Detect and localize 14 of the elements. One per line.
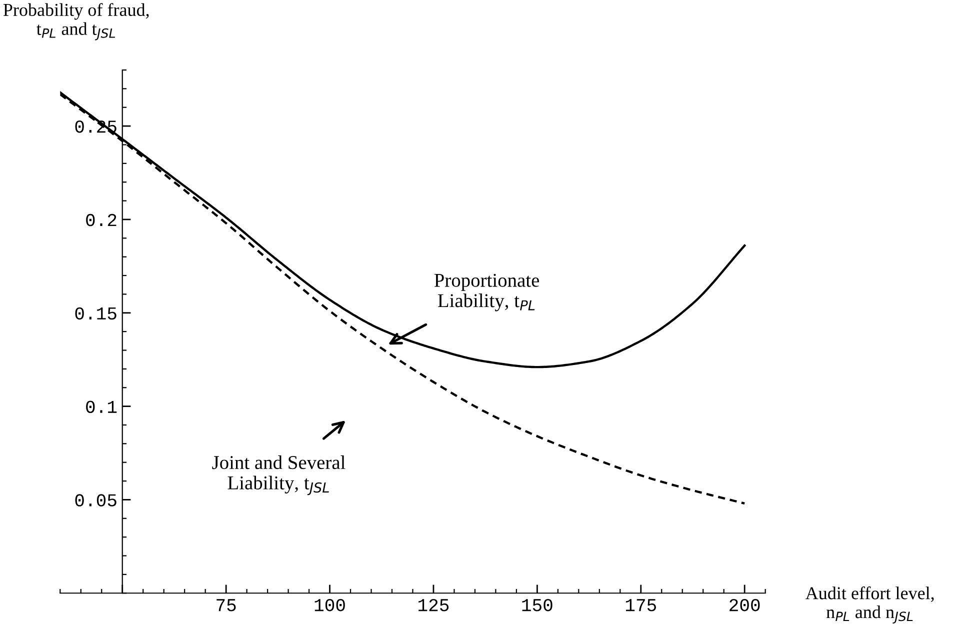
annotation: Proportionate Liability, t$_{PL}$: [434, 274, 540, 312]
annotation: Joint and Several Liability, t$_{JSL}$: [212, 455, 346, 496]
y-axis-title: Probability of fraud, t$_{PL}$ and t$_{JSL}$: [3, 3, 149, 40]
y-tick-label: 0.15: [75, 307, 116, 320]
x-tick-label: 200: [730, 598, 760, 612]
y-tick-label: 0.2: [86, 214, 116, 226]
x-tick-label: 125: [418, 598, 449, 612]
x-tick-label: 150: [522, 598, 552, 612]
x-tick-label: 175: [626, 599, 656, 612]
x-tick-label: 75: [216, 599, 236, 612]
y-tick-label: 0.05: [75, 494, 116, 506]
y-tick-label: 0.1: [86, 400, 117, 414]
x-axis-title: Audit effort level, n$_{PL}$ and n$_{JSL}$: [806, 586, 934, 624]
x-tick-label: 100: [314, 598, 345, 612]
